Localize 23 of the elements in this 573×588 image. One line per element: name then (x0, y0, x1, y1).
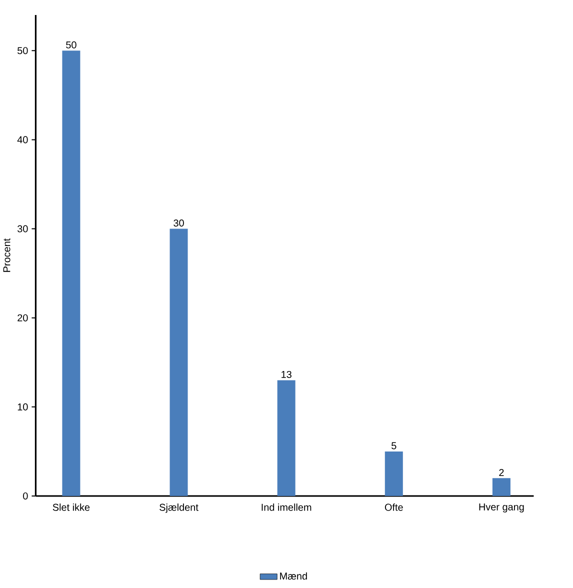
y-tick-label: 10 (18, 403, 28, 410)
bar (277, 380, 296, 496)
y-tick-label: 20 (18, 314, 28, 322)
y-tick-label: 30 (17, 225, 28, 232)
x-tick-label: Sjældent (159, 504, 198, 513)
data-label: 50 (66, 41, 76, 48)
bar (492, 478, 510, 496)
y-tick-label: 0 (22, 492, 28, 500)
bar (62, 50, 80, 496)
x-tick-label: Slet ikke (52, 504, 90, 511)
bar (384, 451, 403, 496)
data-label: 13 (281, 370, 292, 378)
data-label: 5 (391, 442, 396, 450)
y-tick-label: 40 (17, 136, 28, 144)
x-tick-label: Ind imellem (262, 504, 312, 511)
y-tick-label: 50 (17, 47, 28, 54)
data-label: 30 (174, 220, 184, 227)
x-tick-label: Hver gang (479, 504, 524, 512)
y-axis-title: Procent (3, 238, 10, 272)
bar (170, 228, 188, 496)
legend-label: Mænd (280, 572, 307, 580)
data-label: 2 (499, 469, 504, 476)
x-tick-label: Ofte (384, 504, 403, 511)
